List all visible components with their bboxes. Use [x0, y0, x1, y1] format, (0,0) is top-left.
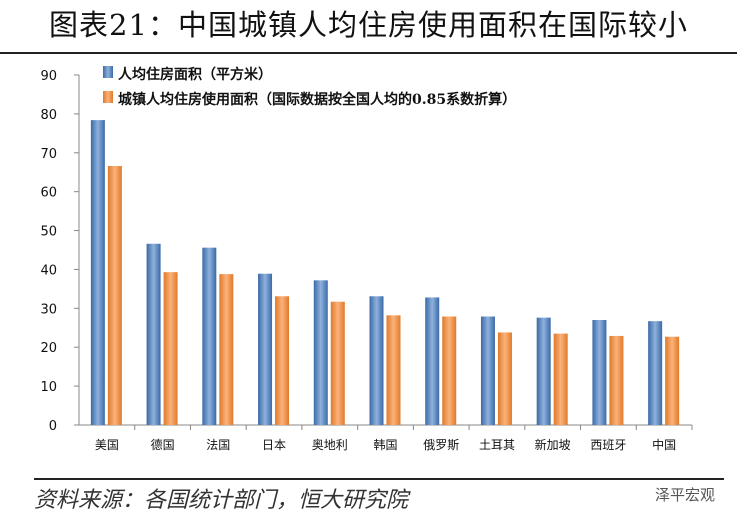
legend-label-0: 人均住房面积（平方米） — [118, 66, 272, 83]
y-tick-label: 30 — [40, 302, 57, 317]
source-note: 资料来源：各国统计部门，恒大研究院 — [34, 478, 724, 514]
x-tick-label: 中国 — [652, 437, 676, 452]
bar-total-10 — [648, 321, 663, 425]
bar-total-1 — [146, 243, 161, 425]
x-tick-label: 德国 — [151, 437, 175, 452]
bar-total-3 — [258, 273, 273, 425]
x-tick-label: 美国 — [95, 438, 119, 452]
bar-usable-10 — [665, 336, 680, 425]
bar-total-6 — [425, 297, 440, 425]
x-tick-label: 土耳其 — [479, 438, 515, 452]
bar-usable-7 — [497, 332, 512, 425]
x-tick-label: 法国 — [206, 438, 230, 452]
legend-swatch-1 — [103, 91, 113, 103]
x-tick-label: 西班牙 — [590, 438, 626, 452]
x-tick-label: 日本 — [262, 438, 286, 452]
y-tick-label: 80 — [40, 108, 57, 123]
bar-usable-4 — [330, 301, 345, 425]
bar-usable-5 — [386, 315, 401, 425]
bar-usable-0 — [107, 166, 122, 425]
bar-total-9 — [592, 320, 607, 425]
bar-usable-9 — [609, 335, 624, 425]
bar-total-0 — [90, 120, 105, 425]
y-tick-label: 10 — [40, 380, 57, 395]
bar-usable-1 — [163, 272, 178, 425]
bar-total-5 — [369, 296, 384, 425]
x-tick-label: 俄罗斯 — [423, 438, 459, 452]
bar-usable-2 — [219, 274, 234, 425]
bar-usable-6 — [442, 316, 457, 425]
x-tick-label: 新加坡 — [535, 437, 571, 452]
bar-total-2 — [202, 247, 217, 425]
y-tick-label: 50 — [40, 225, 57, 240]
bar-total-4 — [313, 280, 328, 425]
bar-total-8 — [536, 317, 551, 425]
x-tick-label: 韩国 — [373, 437, 397, 452]
bar-chart: 0 10 20 30 40 50 60 70 80 90 美国 德国 法国 日本 奥地利 韩国 俄罗斯 土耳其 新加… — [40, 66, 693, 452]
bar-total-7 — [480, 316, 495, 425]
bar-usable-8 — [553, 333, 568, 425]
y-tick-label: 40 — [40, 263, 57, 278]
y-tick-label: 20 — [40, 341, 57, 356]
legend-label-1: 城镇人均住房使用面积（国际数据按全国人均的0.85系数折算） — [118, 91, 516, 108]
y-tick-label: 90 — [40, 69, 57, 84]
bar-usable-3 — [275, 296, 290, 425]
y-tick-label: 0 — [49, 419, 57, 434]
x-tick-label: 奥地利 — [312, 438, 348, 452]
legend-swatch-0 — [103, 66, 113, 78]
y-tick-label: 70 — [40, 147, 57, 162]
chart-title: 图表21：中国城镇人均住房使用面积在国际较小 — [0, 0, 737, 54]
watermark: 泽平宏观 — [654, 486, 715, 504]
y-tick-label: 60 — [40, 186, 57, 201]
